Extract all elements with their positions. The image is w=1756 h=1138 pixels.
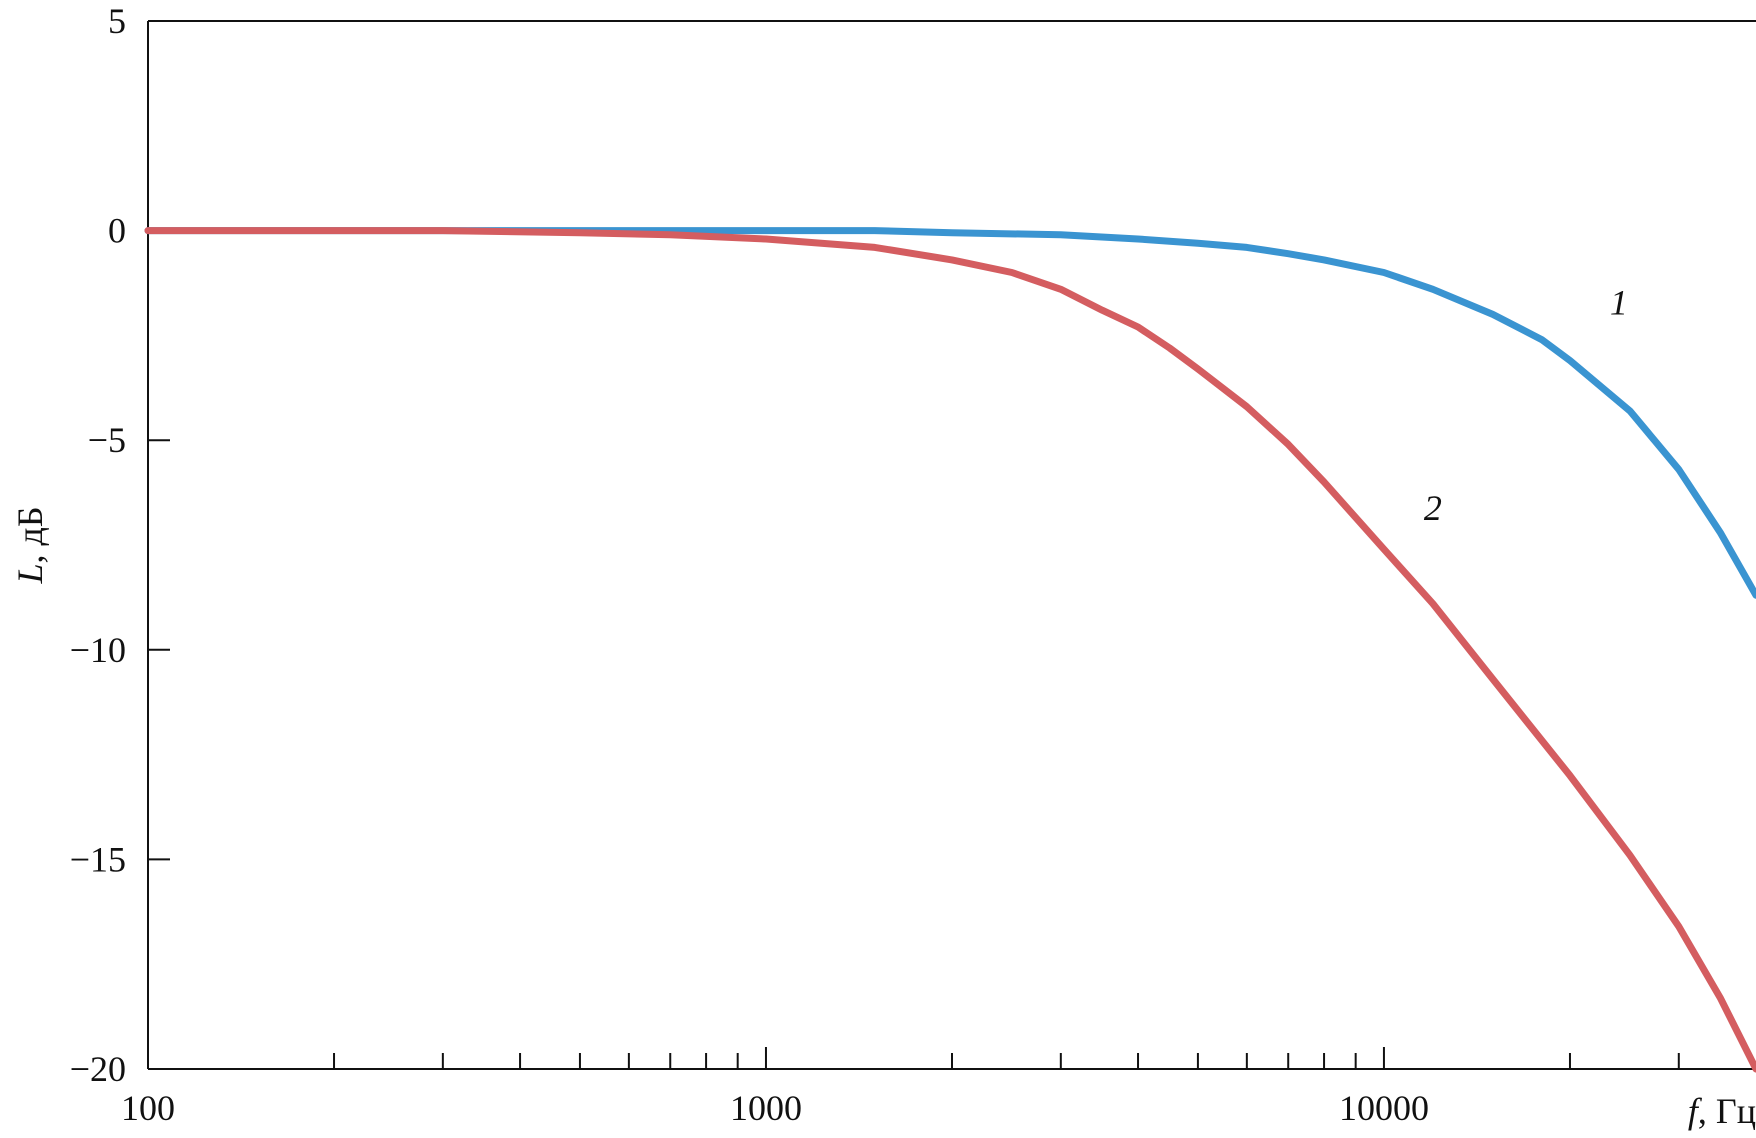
y-tick-label: −20 <box>70 1049 126 1089</box>
y-tick-label: −5 <box>88 420 126 460</box>
y-tick-label: −15 <box>70 839 126 879</box>
x-tick-label: 100 <box>121 1088 175 1128</box>
y-axis-unit: , дБ <box>10 506 50 563</box>
series-layer <box>144 227 1756 1073</box>
y-tick-label: 5 <box>108 1 126 41</box>
x-ticks: 100 1000 10000 <box>121 1047 1680 1128</box>
x-tick-label: 10000 <box>1339 1088 1429 1128</box>
x-tick-label: 1000 <box>730 1088 802 1128</box>
series-line-1 <box>144 227 1756 599</box>
y-tick-label: −10 <box>70 630 126 670</box>
y-ticks: 5 0 −5 −10 −15 −20 <box>70 1 170 1089</box>
y-axis-title: L, дБ <box>10 506 50 584</box>
series-label-layer: 12 <box>1424 282 1628 527</box>
series-line-2 <box>144 227 1756 1073</box>
x-axis-title: f, Гц <box>1688 1091 1756 1131</box>
y-tick-label: 0 <box>108 211 126 251</box>
x-axis-unit: , Гц <box>1698 1091 1756 1131</box>
series-label-1: 1 <box>1610 282 1628 322</box>
y-axis-var: L <box>10 563 50 584</box>
series-label-2: 2 <box>1424 488 1442 528</box>
